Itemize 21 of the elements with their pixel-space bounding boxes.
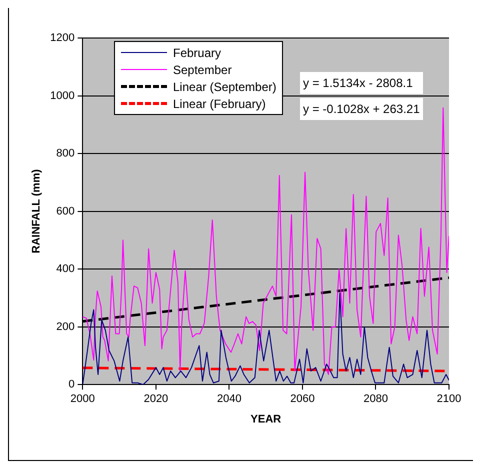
y-tick-label: 400 <box>56 263 75 276</box>
x-tick-label: 2020 <box>144 393 168 406</box>
x-tick-label: 2060 <box>290 393 315 406</box>
y-axis-title: RAINFALL (mm) <box>30 168 43 254</box>
annotation: y = 1.5134x - 2808.1 <box>300 72 423 94</box>
y-tick-label: 1000 <box>50 90 75 102</box>
legend-label: September <box>173 62 232 76</box>
y-tick-label: 600 <box>56 205 75 218</box>
y-tick-label: 1200 <box>50 32 75 44</box>
y-tick-label: 0 <box>68 378 75 391</box>
x-tick-label: 2040 <box>216 393 242 406</box>
legend-label: February <box>173 46 222 60</box>
y-tick-label: 800 <box>56 148 75 160</box>
x-tick-label: 2000 <box>70 393 95 406</box>
x-tick-label: 2080 <box>363 393 388 406</box>
y-tick-label: 200 <box>56 320 75 333</box>
legend-label: Linear (September) <box>173 80 276 94</box>
annotation: y = -0.1028x + 263.21 <box>300 98 423 120</box>
x-tick-label: 2100 <box>436 393 462 406</box>
x-axis-title: YEAR <box>250 413 282 426</box>
legend-label: Linear (February) <box>173 96 266 110</box>
